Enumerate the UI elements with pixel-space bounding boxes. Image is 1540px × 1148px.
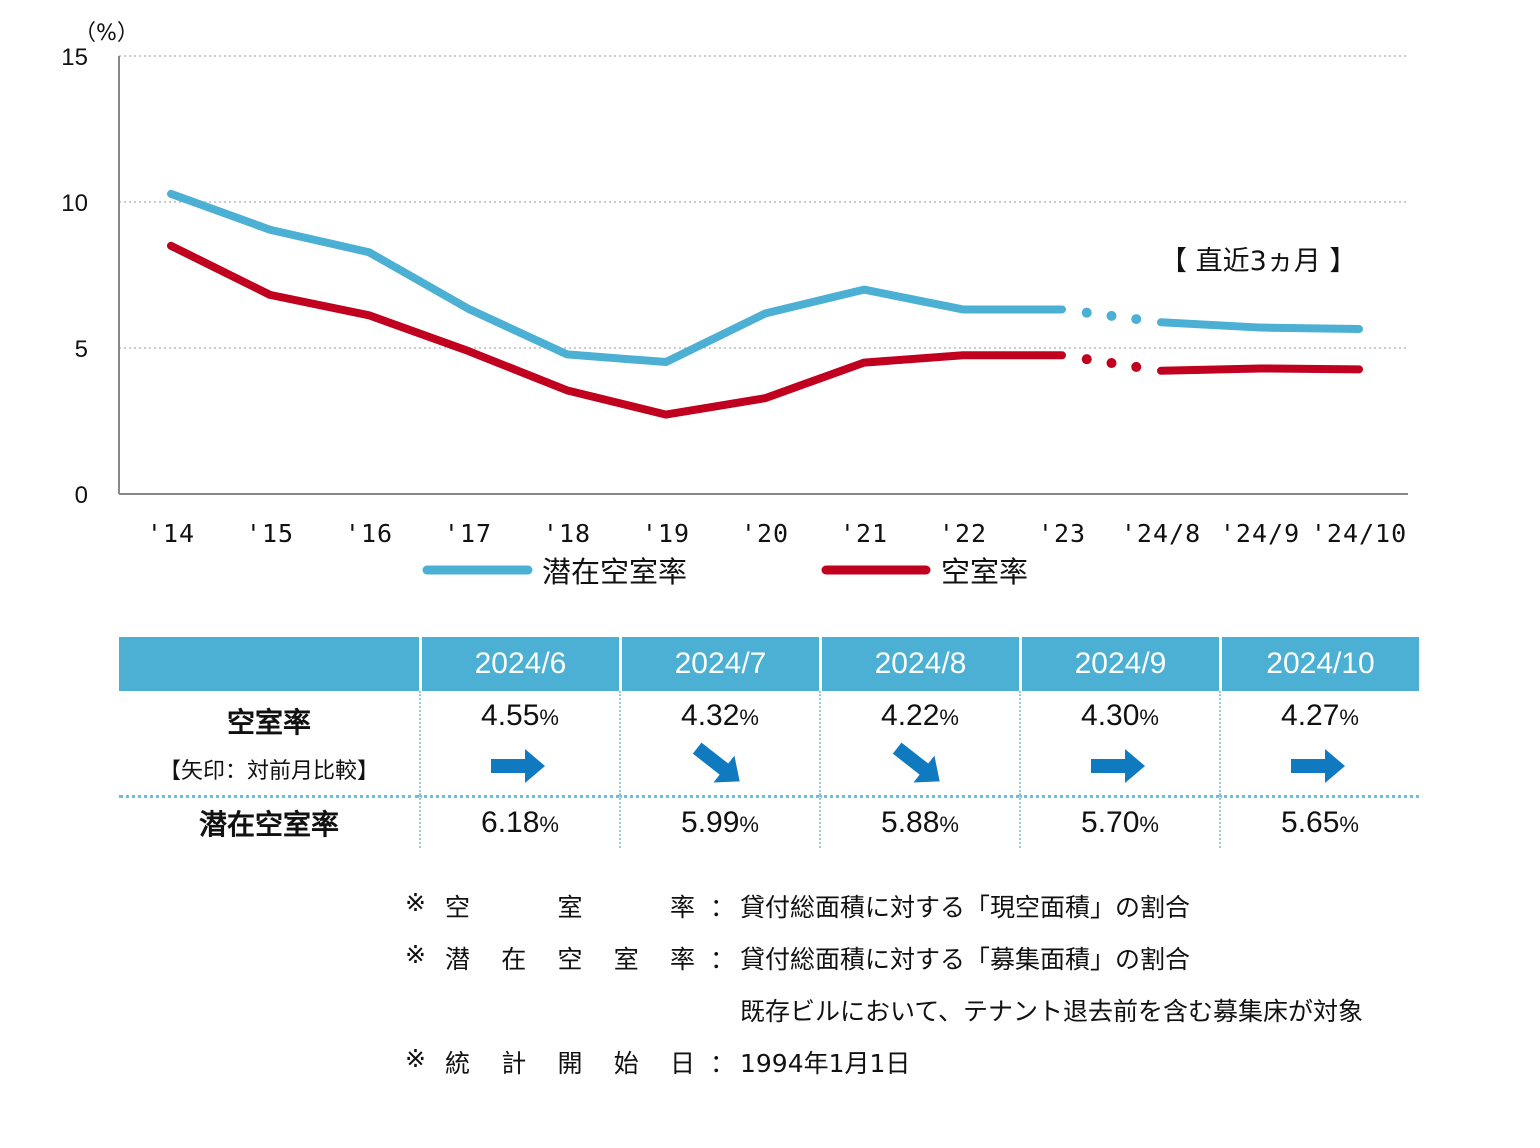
- legend-label-potential: 潜在空室率: [542, 555, 687, 589]
- monthly-rate-table: 2024/6 2024/7 2024/8 2024/9 2024/10 空室率 …: [119, 637, 1419, 848]
- arrow-legend-note: 【矢印：対前月比較】: [158, 759, 379, 784]
- trend-arrow-icon: [692, 742, 740, 783]
- vacancy-cell: 4.30%: [1019, 691, 1219, 795]
- y-tick-label: 5: [75, 336, 88, 363]
- dotted-segment-dot: [1131, 314, 1142, 325]
- vacancy-cell: 4.27%: [1219, 691, 1419, 795]
- potential-cell: 5.65%: [1219, 795, 1419, 848]
- x-tick-label: '16: [345, 519, 393, 548]
- note-description: 貸付総面積に対する「募集面積」の割合: [740, 945, 1191, 974]
- vacancy-cell: 4.32%: [619, 691, 819, 795]
- table-header-month: 2024/9: [1019, 637, 1219, 691]
- x-tick-label: '14: [147, 519, 195, 548]
- y-tick-label: 0: [75, 482, 88, 509]
- note-description: 既存ビルにおいて、テナント退去前を含む募集床が対象: [740, 997, 1364, 1026]
- potential-label-cell: 潜在空室率: [119, 795, 419, 848]
- series-line-potential-recent: [1157, 318, 1363, 334]
- x-tick-label: '24/9: [1220, 519, 1300, 548]
- y-axis-unit: （%）: [74, 21, 139, 46]
- x-tick-label: '15: [246, 519, 294, 548]
- x-tick-label: '18: [543, 519, 591, 548]
- note-term: 潜在空室率: [445, 945, 695, 974]
- note-term: 空室率: [445, 893, 695, 922]
- x-tick-label: '24/8: [1121, 519, 1201, 548]
- vacancy-value: 4.32%: [681, 699, 759, 732]
- dotted-segment-dot: [1106, 310, 1117, 321]
- table-header-month: 2024/6: [419, 637, 619, 691]
- legend-label-vacancy: 空室率: [941, 555, 1028, 589]
- legend: 潜在空室率 空室率: [422, 555, 1028, 589]
- y-tick-label: 15: [61, 44, 88, 71]
- table-header-month: 2024/10: [1219, 637, 1419, 691]
- potential-value: 5.70%: [1081, 806, 1159, 839]
- potential-value: 5.88%: [881, 806, 959, 839]
- potential-vacancy-row: 潜在空室率 6.18% 5.99% 5.88% 5.70% 5.65%: [119, 795, 1419, 848]
- arrow-shape: [491, 749, 545, 783]
- vacancy-rate-label: 空室率: [226, 706, 311, 739]
- table-header-blank: [119, 637, 419, 691]
- vacancy-cell: 4.22%: [819, 691, 1019, 795]
- potential-value: 5.65%: [1281, 806, 1359, 839]
- x-tick-label: '24/10: [1311, 519, 1407, 548]
- note-term: 統計開始日: [445, 1049, 695, 1078]
- vacancy-rate-label-cell: 空室率 【矢印：対前月比較】: [119, 691, 419, 795]
- dotted-segment-dot: [1131, 361, 1142, 372]
- vacancy-value: 4.27%: [1281, 699, 1359, 732]
- note-colon: ：: [710, 1049, 736, 1078]
- vacancy-value: 4.55%: [481, 699, 559, 732]
- vacancy-value: 4.30%: [1081, 699, 1159, 732]
- note-mark: ※: [405, 888, 426, 917]
- x-tick-labels: '14 '15 '16 '17 '18 '19 '20 '21 '22 '23 '24/8 '24/9…: [147, 519, 1407, 548]
- note-colon: ：: [710, 945, 736, 974]
- potential-value: 5.99%: [681, 806, 759, 839]
- trend-arrow-icon: [1291, 749, 1345, 783]
- note-mark: ※: [405, 1044, 426, 1073]
- vacancy-value: 4.22%: [881, 699, 959, 732]
- arrow-shape: [1291, 749, 1345, 783]
- dotted-segment-dot: [1081, 354, 1092, 365]
- x-tick-label: '19: [642, 519, 690, 548]
- arrow-shape: [1091, 749, 1145, 783]
- table-header-month: 2024/7: [619, 637, 819, 691]
- dotted-segment-dot: [1081, 307, 1092, 318]
- potential-vacancy-label: 潜在空室率: [198, 808, 339, 841]
- arrow-shape: [892, 742, 940, 783]
- y-tick-labels: 0 5 10 15: [61, 44, 88, 509]
- potential-value: 6.18%: [481, 806, 559, 839]
- note-description: 1994年1月1日: [740, 1049, 911, 1078]
- potential-cell: 5.99%: [619, 795, 819, 848]
- note-colon: ：: [710, 893, 736, 922]
- series-line-vacancy-recent: [1157, 364, 1363, 375]
- x-tick-label: '17: [444, 519, 492, 548]
- x-tick-label: '23: [1038, 519, 1086, 548]
- trend-arrow-icon: [1091, 749, 1145, 783]
- recent-3-months-annotation: 【 直近3ヵ月 】: [1160, 246, 1356, 277]
- series-line-vacancy: [167, 241, 1066, 419]
- vacancy-cell: 4.55%: [419, 691, 619, 795]
- note-mark: ※: [405, 940, 426, 969]
- note-description: 貸付総面積に対する「現空面積」の割合: [740, 893, 1191, 922]
- series-line-potential: [167, 189, 1066, 367]
- x-tick-label: '20: [741, 519, 789, 548]
- potential-cell: 5.88%: [819, 795, 1019, 848]
- potential-cell: 6.18%: [419, 795, 619, 848]
- vacancy-rate-row: 空室率 【矢印：対前月比較】 4.55% 4.32% 4.22% 4.30% 4…: [119, 691, 1419, 795]
- x-tick-label: '22: [939, 519, 987, 548]
- trend-arrow-icon: [491, 749, 545, 783]
- table-header-month: 2024/8: [819, 637, 1019, 691]
- table-header-row: 2024/6 2024/7 2024/8 2024/9 2024/10: [119, 637, 1419, 691]
- arrow-shape: [692, 742, 740, 783]
- potential-cell: 5.70%: [1019, 795, 1219, 848]
- dotted-segment-dot: [1106, 358, 1117, 369]
- x-tick-label: '21: [840, 519, 888, 548]
- y-tick-label: 10: [61, 190, 88, 217]
- trend-arrow-icon: [892, 742, 940, 783]
- series-lines: [167, 189, 1363, 419]
- line-chart: （%） 0 5 10 15 '14 '15 '16 '17 '18 '19 '20 '21 '22 '2…: [61, 21, 1408, 589]
